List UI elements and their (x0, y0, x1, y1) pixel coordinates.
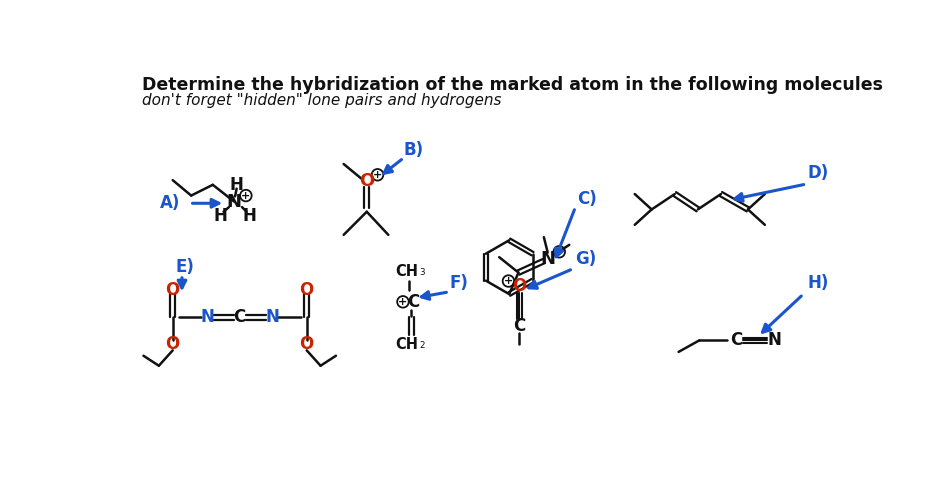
Text: N: N (540, 249, 555, 268)
Text: B): B) (404, 141, 424, 159)
Text: O: O (165, 281, 180, 299)
Text: CH: CH (396, 263, 418, 279)
Text: A): A) (160, 194, 180, 212)
Text: N: N (265, 308, 279, 326)
Text: $_2$: $_2$ (419, 338, 426, 351)
Text: C: C (514, 318, 526, 335)
Text: don't forget "hidden" lone pairs and hydrogens: don't forget "hidden" lone pairs and hyd… (142, 93, 501, 108)
Text: E): E) (176, 258, 194, 276)
Text: +: + (504, 276, 514, 286)
Text: N: N (227, 193, 242, 211)
Text: H: H (243, 206, 257, 225)
Text: C: C (731, 331, 743, 349)
Text: O: O (512, 278, 527, 295)
Text: +: + (373, 170, 382, 180)
Text: O: O (165, 335, 180, 353)
Text: H): H) (807, 274, 829, 291)
Text: +: + (242, 191, 250, 201)
Text: Determine the hybridization of the marked atom in the following molecules: Determine the hybridization of the marke… (142, 76, 883, 94)
Text: C: C (233, 308, 245, 326)
Text: N: N (767, 331, 782, 349)
Text: O: O (299, 281, 313, 299)
Text: CH: CH (396, 337, 418, 352)
Text: N: N (200, 308, 214, 326)
Text: $_3$: $_3$ (419, 264, 426, 278)
Text: C: C (408, 293, 420, 311)
Text: H: H (213, 206, 228, 225)
Text: O: O (359, 172, 375, 190)
Text: C): C) (577, 190, 597, 208)
Text: H: H (229, 176, 244, 194)
Text: D): D) (808, 164, 829, 182)
Text: +: + (555, 247, 564, 257)
Text: O: O (299, 335, 313, 353)
Text: +: + (398, 297, 408, 307)
Text: G): G) (575, 250, 596, 268)
Text: F): F) (450, 274, 469, 291)
